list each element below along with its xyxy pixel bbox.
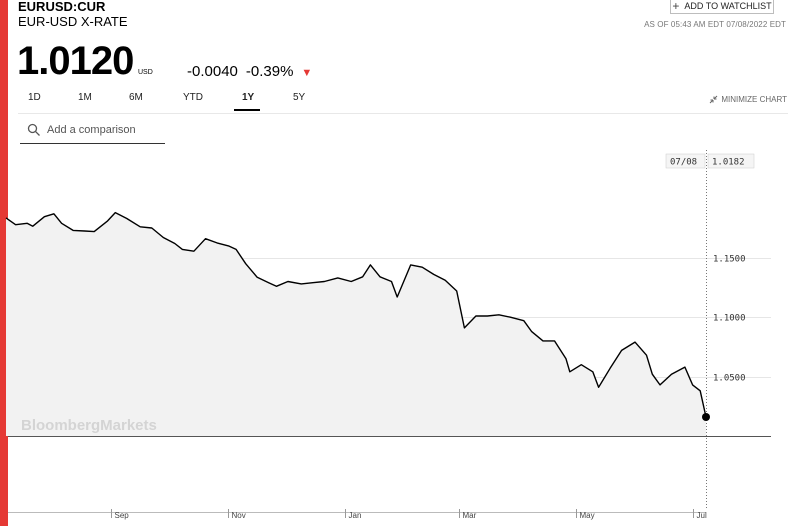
crosshair-value-box	[707, 153, 755, 169]
y-tick-label: 1.1500	[713, 255, 746, 265]
crosshair-date: 07/08	[670, 158, 697, 168]
search-icon	[27, 123, 40, 136]
x-tick-label: Sep	[115, 511, 130, 520]
ticker-symbol: EURUSD:CUR	[18, 0, 106, 14]
y-tick-label: 1.1000	[713, 314, 746, 324]
price-line	[5, 211, 707, 418]
comparison-search	[20, 117, 165, 144]
change-percent: -0.39%	[245, 63, 294, 80]
x-tick-label: Jan	[349, 511, 362, 520]
tab-1d[interactable]: 1D	[28, 92, 41, 103]
as-of-timestamp: AS OF 05:43 AM EDT 07/08/2022 EDT	[644, 20, 786, 29]
last-price: 1.0120	[17, 39, 134, 83]
price-chart[interactable]: BloombergMarkets 07/08 1.0182 1.0500 1.10…	[0, 150, 800, 526]
x-tick-label: Nov	[232, 511, 246, 520]
down-arrow-icon: ▼	[301, 67, 313, 79]
minimize-chart-button[interactable]: MINIMIZE CHART	[709, 95, 787, 104]
crosshair-labels: 07/08 1.0182	[665, 153, 755, 169]
x-tick-label: May	[580, 511, 595, 520]
active-tab-underline	[234, 109, 260, 111]
tab-ytd[interactable]: YTD	[183, 92, 203, 103]
tab-1y[interactable]: 1Y	[242, 92, 255, 103]
last-price-marker[interactable]	[702, 412, 710, 421]
minimize-icon	[710, 95, 718, 104]
price-change: -0.0040 -0.39% ▼	[187, 63, 312, 80]
x-tick-label: Jul	[697, 511, 707, 520]
x-axis-labels: Sep Nov Jan Mar May Jul	[111, 509, 707, 520]
tab-6m[interactable]: 6M	[129, 92, 143, 103]
tabs-divider	[18, 113, 788, 114]
watchlist-label: ADD TO WATCHLIST	[684, 1, 772, 11]
instrument-name: EUR-USD X-RATE	[18, 14, 128, 29]
price-area	[6, 212, 706, 436]
crosshair-value: 1.0182	[712, 158, 745, 168]
comparison-input[interactable]	[47, 124, 162, 136]
y-axis-labels: 1.0500 1.1000 1.1500	[713, 255, 746, 384]
minimize-label: MINIMIZE CHART	[721, 95, 787, 104]
accent-bar	[0, 0, 8, 526]
tab-1m[interactable]: 1M	[78, 92, 92, 103]
plus-icon: +	[672, 0, 680, 13]
y-tick-label: 1.0500	[713, 374, 746, 384]
add-to-watchlist-button[interactable]: + ADD TO WATCHLIST	[670, 0, 774, 14]
tab-5y[interactable]: 5Y	[293, 92, 306, 103]
price-currency: USD	[138, 69, 153, 76]
change-value: -0.0040	[187, 63, 238, 80]
watermark-text: BloombergMarkets	[21, 417, 157, 434]
crosshair-date-box	[665, 153, 706, 169]
x-tick-label: Mar	[463, 511, 477, 520]
